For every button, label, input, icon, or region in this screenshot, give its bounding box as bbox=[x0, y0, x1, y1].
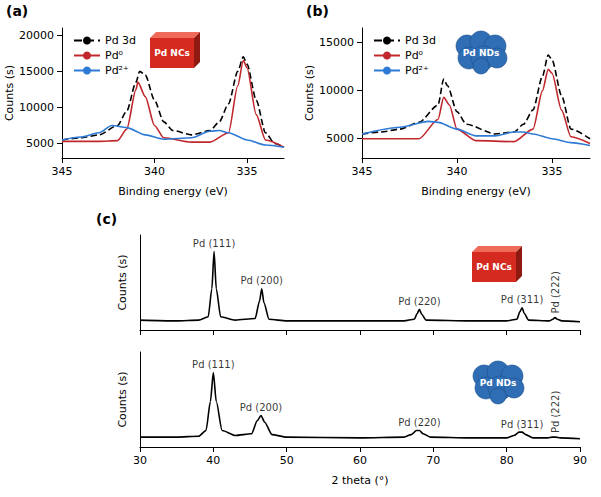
svg-text:2 theta (°): 2 theta (°) bbox=[331, 474, 388, 487]
svg-text:Pd (111): Pd (111) bbox=[193, 238, 236, 249]
svg-text:Counts (s): Counts (s) bbox=[303, 65, 316, 121]
svg-text:90: 90 bbox=[573, 454, 587, 467]
svg-text:80: 80 bbox=[500, 454, 514, 467]
svg-text:Counts (s): Counts (s) bbox=[116, 254, 129, 310]
svg-text:10000: 10000 bbox=[319, 84, 354, 97]
svg-text:50: 50 bbox=[280, 454, 294, 467]
svg-text:20000: 20000 bbox=[19, 29, 54, 42]
svg-text:Pd (200): Pd (200) bbox=[240, 402, 283, 413]
svg-text:Pd (200): Pd (200) bbox=[241, 275, 284, 286]
svg-text:5000: 5000 bbox=[26, 137, 54, 150]
svg-text:Pd NDs: Pd NDs bbox=[463, 48, 500, 58]
svg-text:30: 30 bbox=[133, 454, 147, 467]
svg-text:Pd⁰: Pd⁰ bbox=[405, 49, 424, 62]
svg-text:(b): (b) bbox=[306, 3, 329, 19]
svg-text:Binding energy (eV): Binding energy (eV) bbox=[118, 185, 228, 198]
svg-text:15000: 15000 bbox=[319, 36, 354, 49]
svg-text:Pd (222): Pd (222) bbox=[550, 391, 561, 434]
svg-text:Pd (220): Pd (220) bbox=[398, 417, 441, 428]
svg-text:(c): (c) bbox=[96, 211, 117, 227]
svg-text:Pd (311): Pd (311) bbox=[501, 294, 544, 305]
svg-text:Pd (222): Pd (222) bbox=[550, 271, 561, 314]
svg-text:15000: 15000 bbox=[19, 65, 54, 78]
svg-text:345: 345 bbox=[352, 165, 373, 178]
svg-text:Counts (s): Counts (s) bbox=[116, 371, 129, 427]
svg-text:Counts (s): Counts (s) bbox=[3, 65, 16, 121]
svg-text:340: 340 bbox=[447, 165, 468, 178]
svg-text:Pd 3d: Pd 3d bbox=[405, 34, 436, 47]
svg-text:Pd 3d: Pd 3d bbox=[105, 34, 136, 47]
svg-text:345: 345 bbox=[52, 165, 73, 178]
svg-text:Pd²⁺: Pd²⁺ bbox=[405, 64, 429, 77]
svg-text:10000: 10000 bbox=[19, 101, 54, 114]
svg-text:60: 60 bbox=[353, 454, 367, 467]
svg-text:Pd NDs: Pd NDs bbox=[480, 378, 517, 388]
svg-text:(a): (a) bbox=[6, 3, 28, 19]
svg-text:Pd²⁺: Pd²⁺ bbox=[105, 64, 129, 77]
svg-text:Pd NCs: Pd NCs bbox=[476, 262, 512, 272]
svg-text:Pd (311): Pd (311) bbox=[501, 419, 544, 430]
svg-text:335: 335 bbox=[542, 165, 563, 178]
svg-text:335: 335 bbox=[237, 165, 258, 178]
svg-text:Pd⁰: Pd⁰ bbox=[105, 49, 124, 62]
svg-text:340: 340 bbox=[144, 165, 165, 178]
svg-text:Pd NCs: Pd NCs bbox=[154, 48, 190, 58]
svg-text:5000: 5000 bbox=[326, 132, 354, 145]
svg-text:40: 40 bbox=[206, 454, 220, 467]
svg-text:Pd (111): Pd (111) bbox=[192, 359, 235, 370]
svg-text:70: 70 bbox=[426, 454, 440, 467]
svg-text:Pd (220): Pd (220) bbox=[398, 296, 441, 307]
svg-text:Binding energy (eV): Binding energy (eV) bbox=[421, 185, 531, 198]
